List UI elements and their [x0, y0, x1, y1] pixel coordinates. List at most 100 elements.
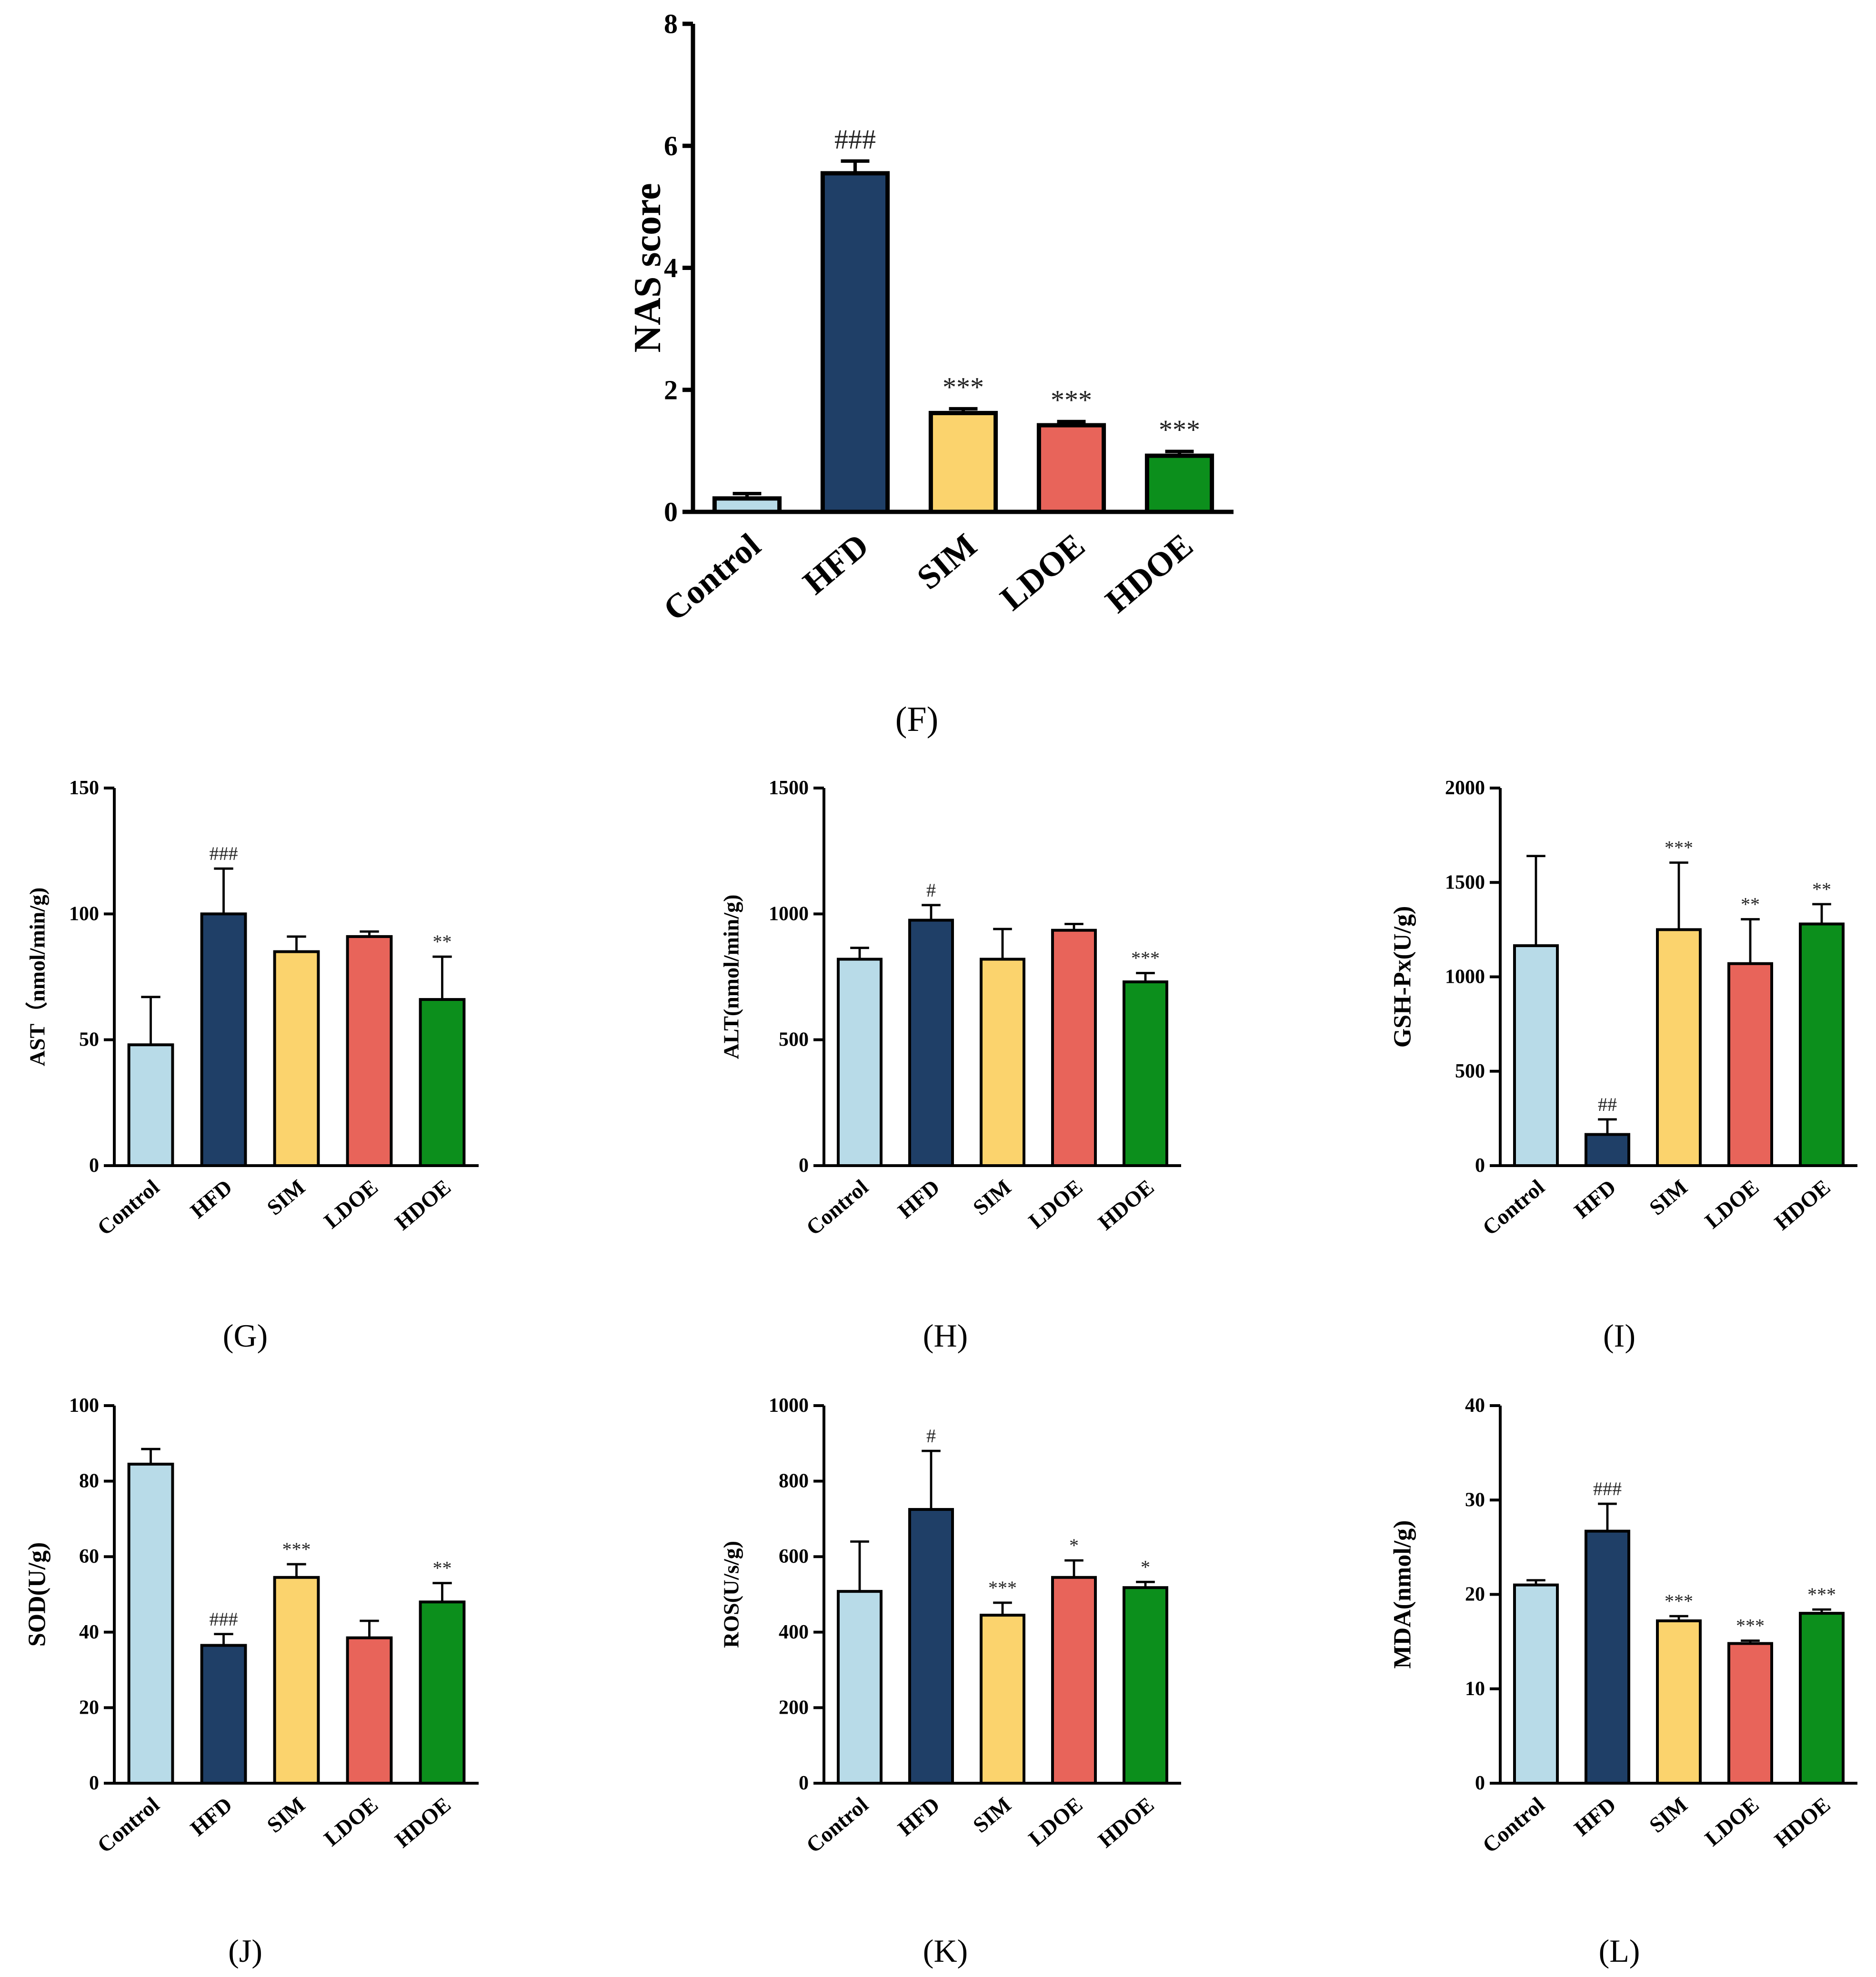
category-label-h-1: HFD [893, 1175, 944, 1223]
y-tick-label-f-3: 6 [664, 130, 678, 161]
panel-k: 02004006008001000ROS(U/s/g)Control#HFD**… [719, 1395, 1181, 1969]
y-tick-label-i-1: 500 [1455, 1060, 1485, 1082]
y-tick-label-l-4: 40 [1465, 1395, 1485, 1417]
category-label-h-0: Control [802, 1175, 873, 1240]
significance-g-1: ### [210, 843, 238, 864]
bar-f-control [712, 496, 782, 514]
y-tick-label-h-3: 1500 [769, 777, 809, 799]
significance-i-2: *** [1665, 837, 1693, 859]
bar-h-hfd [908, 919, 954, 1168]
category-label-k-2: SIM [968, 1792, 1015, 1837]
significance-g-4: ** [433, 931, 452, 952]
panel-j: 0 20 40 60 80 100 SOD(U/g) Control ### HFD *** SIM L… [24, 1395, 479, 1969]
category-label-j-3: LDOE [319, 1792, 382, 1851]
significance-i-1: ## [1598, 1094, 1617, 1115]
significance-h-1: # [926, 879, 936, 901]
category-label-l-1: HFD [1569, 1792, 1620, 1840]
category-label-g-3: LDOE [319, 1175, 382, 1233]
y-tick-label-h-2: 1000 [769, 903, 809, 925]
category-label-f-3: LDOE [993, 526, 1092, 618]
bar-i-ldoe [1727, 962, 1773, 1167]
y-tick-label-k-0: 0 [799, 1772, 809, 1794]
category-label-f-4: HDOE [1098, 526, 1200, 620]
category-label-g-4: HDOE [390, 1175, 455, 1235]
category-label-i-0: Control [1478, 1175, 1549, 1240]
y-axis-label-i: GSH-Px(U/g) [1389, 906, 1416, 1048]
category-label-f-0: Control [656, 526, 767, 629]
significance-l-4: *** [1807, 1584, 1836, 1605]
category-label-j-2: SIM [262, 1792, 310, 1837]
bar-g-hdoe [419, 998, 466, 1168]
y-tick-label-k-3: 600 [779, 1546, 809, 1568]
category-label-h-3: LDOE [1024, 1175, 1087, 1233]
category-label-j-1: HFD [186, 1792, 237, 1840]
y-tick-label-j-1: 20 [79, 1697, 99, 1718]
significance-f-4: *** [1159, 414, 1200, 445]
significance-k-1: # [926, 1425, 936, 1447]
bar-j-sim [273, 1576, 320, 1785]
y-tick-label-g-2: 100 [69, 903, 99, 925]
significance-h-4: *** [1131, 948, 1160, 969]
y-tick-label-k-4: 800 [779, 1470, 809, 1492]
bar-h-ldoe [1051, 929, 1097, 1167]
y-tick-label-f-0: 0 [664, 497, 678, 528]
bar-g-hfd [200, 912, 247, 1168]
bar-k-control [837, 1590, 883, 1785]
category-label-h-2: SIM [968, 1175, 1015, 1220]
y-tick-label-j-0: 0 [89, 1772, 99, 1794]
y-axis-label-k: ROS(U/s/g) [719, 1541, 743, 1648]
y-axis-label-g: AST（nmol/min/g) [25, 888, 50, 1067]
bar-f-hdoe [1144, 453, 1214, 514]
category-label-g-1: HFD [186, 1175, 237, 1223]
y-axis-label-h: ALT(nmol/min/g) [719, 895, 743, 1059]
y-axis-label-j: SOD(U/g) [24, 1542, 51, 1647]
y-tick-label-k-2: 400 [779, 1621, 809, 1643]
y-tick-label-i-0: 0 [1475, 1155, 1485, 1177]
bar-g-sim [273, 950, 320, 1167]
category-label-i-4: HDOE [1770, 1175, 1835, 1235]
bar-j-ldoe [346, 1636, 393, 1785]
y-tick-label-k-1: 200 [779, 1697, 809, 1718]
bar-j-hfd [200, 1644, 247, 1785]
bar-l-ldoe [1727, 1642, 1773, 1785]
panel-i: 0 500 1000 1500 2000 GSH-Px(U/g) Control ## HFD *… [1389, 777, 1857, 1354]
panel-f: 0 2 4 6 8 NAS score Control ### HFD *** SIM *** LDOE… [627, 9, 1234, 739]
bar-i-control [1513, 944, 1559, 1167]
significance-j-2: *** [282, 1538, 311, 1560]
significance-k-2: *** [988, 1577, 1017, 1598]
category-label-i-3: LDOE [1700, 1175, 1764, 1233]
category-label-k-0: Control [802, 1792, 873, 1857]
panel-label-g: (G) [223, 1318, 268, 1354]
bar-j-control [127, 1462, 174, 1785]
y-tick-label-l-3: 30 [1465, 1489, 1485, 1511]
y-tick-label-g-1: 50 [79, 1029, 99, 1051]
bar-l-control [1513, 1583, 1559, 1785]
category-label-k-4: HDOE [1093, 1792, 1159, 1852]
bar-l-hdoe [1799, 1612, 1845, 1785]
significance-i-3: ** [1741, 894, 1760, 915]
y-tick-label-l-2: 20 [1465, 1584, 1485, 1606]
category-label-l-3: LDOE [1700, 1792, 1764, 1851]
category-label-l-0: Control [1478, 1792, 1549, 1857]
bar-f-hfd [820, 171, 890, 514]
panel-label-h: (H) [923, 1318, 968, 1354]
panel-label-l: (L) [1599, 1933, 1640, 1969]
bar-h-control [837, 958, 883, 1167]
category-label-l-2: SIM [1645, 1792, 1692, 1837]
bar-i-hdoe [1799, 922, 1845, 1167]
significance-k-3: * [1069, 1535, 1079, 1556]
bar-i-hfd [1585, 1133, 1630, 1167]
significance-j-4: ** [433, 1558, 452, 1579]
y-tick-label-g-3: 150 [69, 777, 99, 799]
y-tick-label-j-2: 40 [79, 1621, 99, 1643]
bar-f-sim [928, 410, 998, 514]
category-label-f-1: HFD [796, 526, 876, 602]
significance-l-2: *** [1665, 1590, 1693, 1612]
bar-k-hfd [908, 1508, 954, 1785]
bar-l-hfd [1585, 1529, 1630, 1785]
panel-label-i: (I) [1603, 1318, 1635, 1354]
y-tick-label-l-1: 10 [1465, 1678, 1485, 1700]
bar-k-hdoe [1123, 1586, 1168, 1785]
y-tick-label-f-4: 8 [664, 9, 678, 40]
bar-h-sim [980, 958, 1025, 1167]
